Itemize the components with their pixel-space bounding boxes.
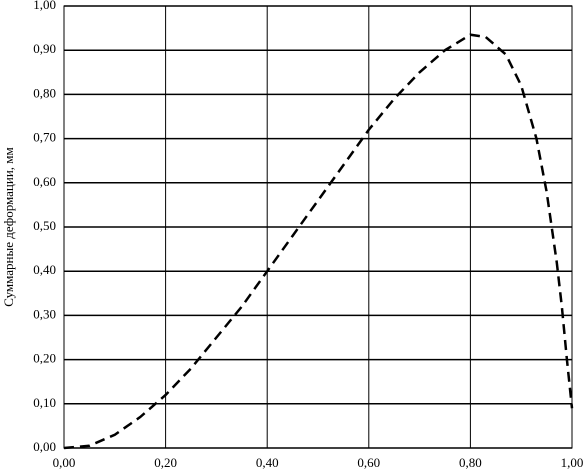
y-tick-label: 0,70 bbox=[33, 130, 56, 145]
data-line bbox=[63, 33, 574, 450]
y-tick-label: 0,10 bbox=[33, 395, 56, 410]
y-tick-label: 0,80 bbox=[33, 85, 56, 100]
x-tick-label: 1,00 bbox=[561, 455, 584, 470]
x-tick-label: 0,00 bbox=[53, 455, 76, 470]
y-tick-label: 0,90 bbox=[33, 41, 56, 56]
y-tick-label: 0,20 bbox=[33, 351, 56, 366]
y-tick-label: 0,40 bbox=[33, 262, 56, 277]
y-tick-label: 1,00 bbox=[33, 0, 56, 12]
x-tick-label: 0,40 bbox=[256, 455, 279, 470]
y-tick-label: 0,50 bbox=[33, 218, 56, 233]
x-tick-label: 0,60 bbox=[357, 455, 380, 470]
y-tick-label: 0,30 bbox=[33, 306, 56, 321]
x-tick-label: 0,20 bbox=[154, 455, 177, 470]
y-tick-label: 0,60 bbox=[33, 174, 56, 189]
x-tick-label: 0,80 bbox=[459, 455, 482, 470]
y-axis-title: Суммарные деформации, мм bbox=[1, 147, 16, 307]
y-tick-label: 0,00 bbox=[33, 439, 56, 454]
